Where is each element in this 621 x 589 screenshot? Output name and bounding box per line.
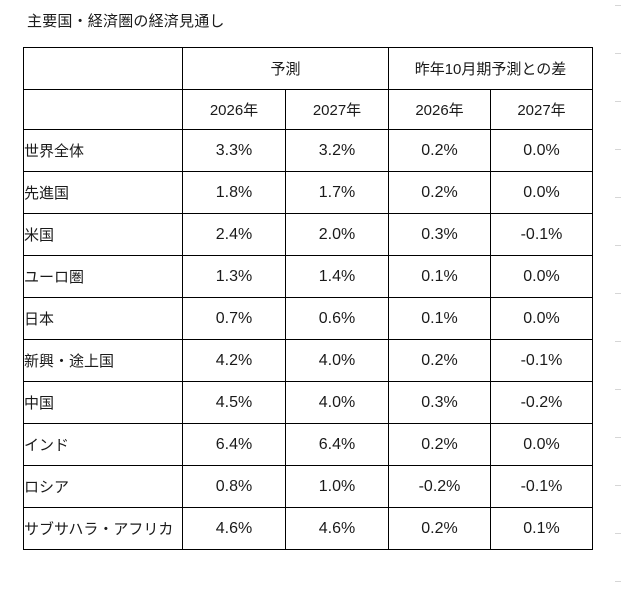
value-cell: 0.2% <box>388 339 491 382</box>
value-cell: -0.2% <box>490 381 593 424</box>
row-label: 米国 <box>23 213 183 256</box>
table-row: 新興・途上国 4.2% 4.0% 0.2% -0.1% <box>23 339 593 382</box>
year-header-forecast-2026: 2026年 <box>182 89 286 130</box>
value-cell: 6.4% <box>182 423 286 466</box>
table-row: ユーロ圏 1.3% 1.4% 0.1% 0.0% <box>23 255 593 298</box>
value-cell: 1.3% <box>182 255 286 298</box>
table-row: ロシア 0.8% 1.0% -0.2% -0.1% <box>23 465 593 508</box>
row-label: 世界全体 <box>23 129 183 172</box>
value-cell: 1.7% <box>285 171 389 214</box>
empty-corner-cell-bottom <box>23 89 183 130</box>
value-cell: 0.3% <box>388 213 491 256</box>
difference-group-header: 昨年10月期予測との差 <box>388 47 593 90</box>
value-cell: 0.6% <box>285 297 389 340</box>
table-row: 世界全体 3.3% 3.2% 0.2% 0.0% <box>23 129 593 172</box>
value-cell: 4.0% <box>285 381 389 424</box>
value-cell: 0.1% <box>388 255 491 298</box>
row-label: ロシア <box>23 465 183 508</box>
value-cell: 6.4% <box>285 423 389 466</box>
forecast-group-header: 予測 <box>182 47 389 90</box>
value-cell: -0.1% <box>490 465 593 508</box>
value-cell: 0.0% <box>490 171 593 214</box>
table-row: サブサハラ・アフリカ 4.6% 4.6% 0.2% 0.1% <box>23 507 593 550</box>
value-cell: 0.2% <box>388 423 491 466</box>
value-cell: 2.4% <box>182 213 286 256</box>
year-header-row: 2026年 2027年 2026年 2027年 <box>23 89 593 130</box>
page-edge-ticks <box>615 5 621 589</box>
value-cell: 0.2% <box>388 129 491 172</box>
table-header: 予測 昨年10月期予測との差 2026年 2027年 2026年 2027年 <box>23 47 593 130</box>
value-cell: 0.8% <box>182 465 286 508</box>
value-cell: 4.6% <box>285 507 389 550</box>
table-body: 世界全体 3.3% 3.2% 0.2% 0.0% 先進国 1.8% 1.7% 0.2% 0.0% 米… <box>23 129 593 550</box>
value-cell: 0.0% <box>490 423 593 466</box>
table-row: インド 6.4% 6.4% 0.2% 0.0% <box>23 423 593 466</box>
year-header-forecast-2027: 2027年 <box>285 89 389 130</box>
row-label: 中国 <box>23 381 183 424</box>
value-cell: 1.0% <box>285 465 389 508</box>
value-cell: -0.1% <box>490 339 593 382</box>
row-label: 先進国 <box>23 171 183 214</box>
table-row: 米国 2.4% 2.0% 0.3% -0.1% <box>23 213 593 256</box>
group-header-row: 予測 昨年10月期予測との差 <box>23 47 593 90</box>
table-row: 先進国 1.8% 1.7% 0.2% 0.0% <box>23 171 593 214</box>
value-cell: -0.2% <box>388 465 491 508</box>
value-cell: 1.8% <box>182 171 286 214</box>
value-cell: 0.7% <box>182 297 286 340</box>
value-cell: 4.5% <box>182 381 286 424</box>
value-cell: 4.2% <box>182 339 286 382</box>
row-label: サブサハラ・アフリカ <box>23 507 183 550</box>
table-row: 中国 4.5% 4.0% 0.3% -0.2% <box>23 381 593 424</box>
year-header-diff-2027: 2027年 <box>490 89 593 130</box>
value-cell: 4.6% <box>182 507 286 550</box>
empty-corner-cell-top <box>23 47 183 90</box>
value-cell: 0.1% <box>490 507 593 550</box>
value-cell: 0.0% <box>490 255 593 298</box>
value-cell: 3.3% <box>182 129 286 172</box>
value-cell: 0.2% <box>388 507 491 550</box>
row-label: 日本 <box>23 297 183 340</box>
row-label: インド <box>23 423 183 466</box>
page-title: 主要国・経済圏の経済見通し <box>27 13 225 30</box>
value-cell: 0.0% <box>490 129 593 172</box>
row-label: 新興・途上国 <box>23 339 183 382</box>
table-row: 日本 0.7% 0.6% 0.1% 0.0% <box>23 297 593 340</box>
value-cell: 4.0% <box>285 339 389 382</box>
value-cell: 0.2% <box>388 171 491 214</box>
row-label: ユーロ圏 <box>23 255 183 298</box>
value-cell: 3.2% <box>285 129 389 172</box>
value-cell: 0.1% <box>388 297 491 340</box>
value-cell: 0.0% <box>490 297 593 340</box>
year-header-diff-2026: 2026年 <box>388 89 491 130</box>
value-cell: 0.3% <box>388 381 491 424</box>
value-cell: 1.4% <box>285 255 389 298</box>
value-cell: 2.0% <box>285 213 389 256</box>
forecast-table: 予測 昨年10月期予測との差 2026年 2027年 2026年 2027年 世… <box>23 47 593 550</box>
value-cell: -0.1% <box>490 213 593 256</box>
